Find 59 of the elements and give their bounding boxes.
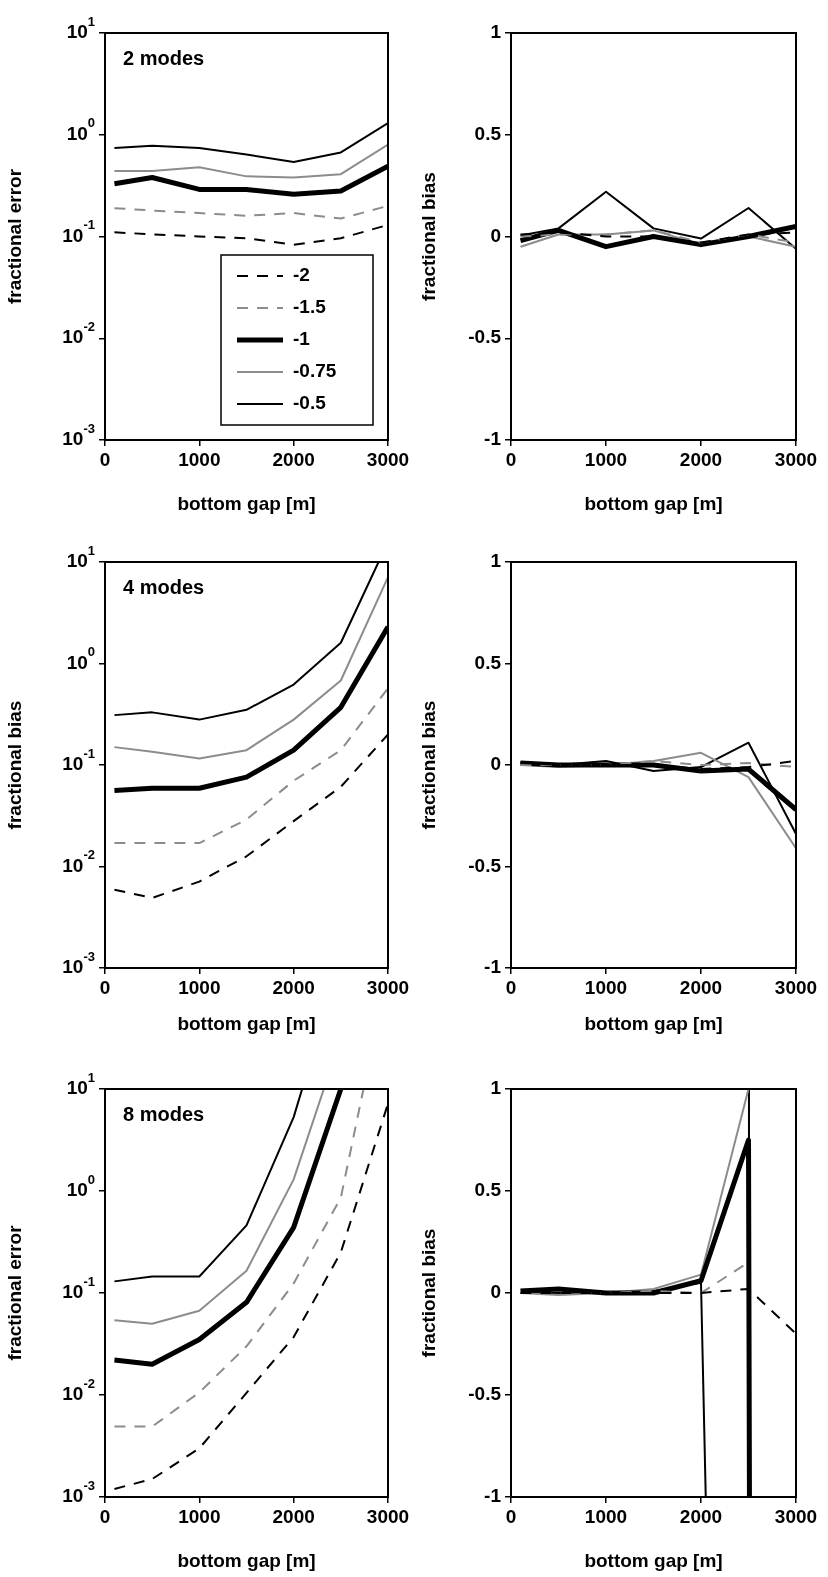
y-tick-label: 0.5 [474,651,502,673]
y-tick-label: 1 [490,550,502,572]
x-tick-label: 1000 [584,448,628,470]
x-tick-label: 2000 [272,976,315,998]
x-tick-label: 3000 [366,1505,410,1527]
x-tick-label: 0 [505,1505,517,1527]
y-tick-label: -0.5 [468,854,502,876]
legend-label: -0.75 [293,360,337,382]
annotation: 2 modes [123,46,205,69]
x-tick-label: 1000 [584,1505,628,1527]
x-tick-label: 1000 [178,448,221,470]
x-tick-label: 3000 [774,1505,818,1527]
x-tick-label: 3000 [366,976,410,998]
legend-label: -1.5 [293,296,327,318]
y-axis-title: fractional error [3,168,25,305]
y-tick-label: 0 [490,1281,502,1303]
x-axis-title: bottom gap [m] [177,1549,316,1571]
annotation: 4 modes [123,575,205,598]
x-axis-title: bottom gap [m] [177,1012,316,1034]
x-axis-title: bottom gap [m] [584,1549,723,1571]
x-tick-label: 2000 [679,448,723,470]
x-tick-label: 1000 [178,976,221,998]
y-tick-label: 0.5 [474,1179,502,1201]
y-tick-label: 0 [490,224,502,246]
y-axis-title: fractional bias [417,172,439,301]
legend-label: -1 [293,328,311,350]
y-tick-label: 1 [490,21,502,43]
y-axis-title: fractional error [3,1224,25,1361]
y-axis-title: fractional bias [417,700,439,830]
annotation: 8 modes [123,1102,205,1125]
x-axis-title: bottom gap [m] [177,492,316,514]
y-axis-title: fractional bias [3,700,25,830]
y-axis-title: fractional bias [417,1228,439,1358]
legend-label: -2 [293,264,310,286]
x-axis-title: bottom gap [m] [584,1012,723,1034]
y-tick-label: 0.5 [474,122,502,144]
x-tick-label: 0 [99,1505,111,1527]
y-tick-label: -1 [484,1485,502,1507]
x-tick-label: 3000 [774,448,818,470]
y-tick-label: -1 [484,428,502,450]
legend-label: -0.5 [293,392,327,414]
y-tick-label: -0.5 [468,326,502,348]
x-axis-title: bottom gap [m] [584,492,723,514]
x-tick-label: 0 [99,448,111,470]
y-tick-label: -1 [484,956,502,978]
y-tick-label: 0 [490,753,502,775]
x-tick-label: 2000 [272,448,315,470]
x-tick-label: 2000 [272,1505,315,1527]
x-tick-label: 0 [505,448,517,470]
x-tick-label: 0 [99,976,111,998]
x-tick-label: 3000 [774,976,818,998]
y-tick-label: -0.5 [468,1383,502,1405]
y-tick-label: 1 [490,1077,502,1099]
x-tick-label: 1000 [584,976,628,998]
x-tick-label: 0 [505,976,517,998]
x-tick-label: 2000 [679,1505,723,1527]
x-tick-label: 1000 [178,1505,221,1527]
x-tick-label: 2000 [679,976,723,998]
x-tick-label: 3000 [366,448,410,470]
